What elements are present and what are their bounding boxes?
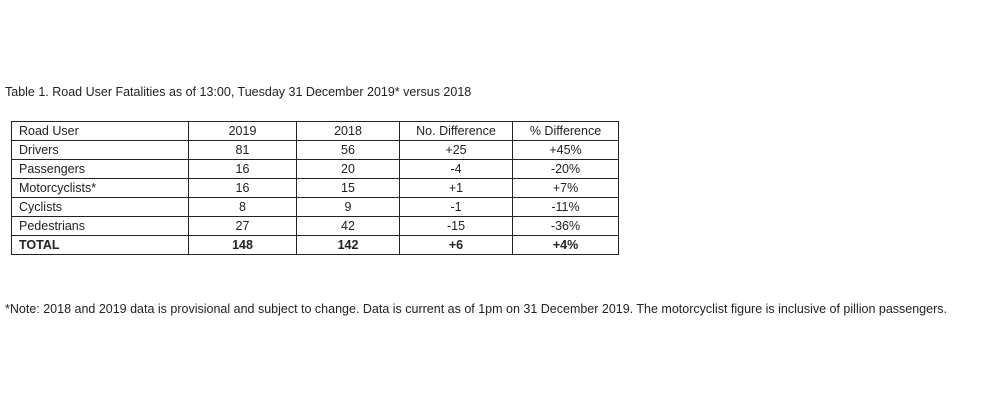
cell-pct-difference: -11%	[512, 197, 619, 217]
cell-2018: 56	[296, 140, 400, 160]
cell-no-difference: -4	[399, 159, 513, 179]
table-row: Drivers 81 56 +25 +45%	[11, 140, 619, 160]
total-2019: 148	[188, 235, 297, 255]
cell-2018: 9	[296, 197, 400, 217]
footnote: *Note: 2018 and 2019 data is provisional…	[5, 302, 947, 316]
cell-2019: 8	[188, 197, 297, 217]
total-label: TOTAL	[11, 235, 189, 255]
table-row: Passengers 16 20 -4 -20%	[11, 159, 619, 179]
cell-road-user: Cyclists	[11, 197, 189, 217]
table-row: Pedestrians 27 42 -15 -36%	[11, 216, 619, 236]
cell-no-difference: +1	[399, 178, 513, 198]
cell-2019: 16	[188, 178, 297, 198]
table-total-row: TOTAL 148 142 +6 +4%	[11, 235, 619, 255]
cell-pct-difference: +45%	[512, 140, 619, 160]
cell-pct-difference: -36%	[512, 216, 619, 236]
cell-road-user: Motorcyclists*	[11, 178, 189, 198]
total-no-difference: +6	[399, 235, 513, 255]
cell-road-user: Passengers	[11, 159, 189, 179]
cell-2018: 15	[296, 178, 400, 198]
header-no-difference: No. Difference	[399, 121, 513, 141]
cell-pct-difference: +7%	[512, 178, 619, 198]
header-pct-difference: % Difference	[512, 121, 619, 141]
header-road-user: Road User	[11, 121, 189, 141]
header-2018: 2018	[296, 121, 400, 141]
cell-road-user: Pedestrians	[11, 216, 189, 236]
cell-2019: 16	[188, 159, 297, 179]
table-row: Motorcyclists* 16 15 +1 +7%	[11, 178, 619, 198]
cell-2019: 81	[188, 140, 297, 160]
total-2018: 142	[296, 235, 400, 255]
table-caption: Table 1. Road User Fatalities as of 13:0…	[5, 85, 472, 99]
cell-no-difference: +25	[399, 140, 513, 160]
table-row: Cyclists 8 9 -1 -11%	[11, 197, 619, 217]
cell-no-difference: -15	[399, 216, 513, 236]
cell-pct-difference: -20%	[512, 159, 619, 179]
total-pct-difference: +4%	[512, 235, 619, 255]
fatalities-table: Road User 2019 2018 No. Difference % Dif…	[11, 121, 619, 255]
cell-2018: 20	[296, 159, 400, 179]
cell-no-difference: -1	[399, 197, 513, 217]
cell-2019: 27	[188, 216, 297, 236]
table-header-row: Road User 2019 2018 No. Difference % Dif…	[11, 121, 619, 141]
cell-road-user: Drivers	[11, 140, 189, 160]
cell-2018: 42	[296, 216, 400, 236]
header-2019: 2019	[188, 121, 297, 141]
